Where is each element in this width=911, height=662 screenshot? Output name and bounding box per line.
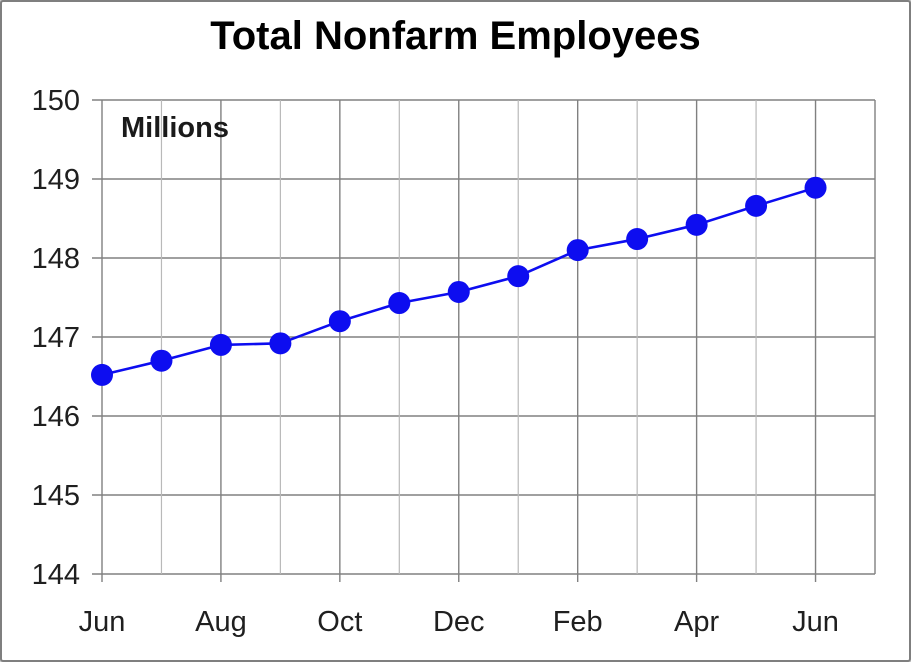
units-label: Millions xyxy=(121,112,229,144)
x-axis-tick-label: Jun xyxy=(79,606,126,638)
data-point-marker xyxy=(209,333,232,356)
data-point-marker xyxy=(626,228,649,251)
y-axis-tick-label: 145 xyxy=(32,480,80,512)
y-axis-tick-label: 146 xyxy=(32,401,80,433)
y-axis-tick-label: 144 xyxy=(32,559,80,591)
x-axis-tick-label: Aug xyxy=(195,606,247,638)
data-point-marker xyxy=(566,239,589,262)
data-point-marker xyxy=(685,213,708,236)
chart-title: Total Nonfarm Employees xyxy=(210,14,701,58)
data-point-marker xyxy=(150,349,173,372)
data-point-marker xyxy=(447,280,470,303)
data-point-marker xyxy=(388,292,411,315)
data-point-marker xyxy=(91,363,113,386)
x-axis-tick-label: Dec xyxy=(433,606,485,638)
y-axis-tick-label: 147 xyxy=(32,322,80,354)
x-axis-tick-label: Feb xyxy=(553,606,603,638)
data-point-marker xyxy=(328,310,351,333)
x-axis-tick-label: Apr xyxy=(674,606,719,638)
y-axis-tick-label: 149 xyxy=(32,164,80,196)
data-point-marker xyxy=(804,176,827,199)
data-point-marker xyxy=(269,332,292,355)
data-point-marker xyxy=(745,194,768,217)
x-axis-tick-label: Jun xyxy=(792,606,839,638)
y-axis-tick-label: 148 xyxy=(32,243,80,275)
x-axis-tick-label: Oct xyxy=(317,606,362,638)
y-axis-tick-label: 150 xyxy=(32,85,80,117)
data-point-marker xyxy=(507,265,530,288)
